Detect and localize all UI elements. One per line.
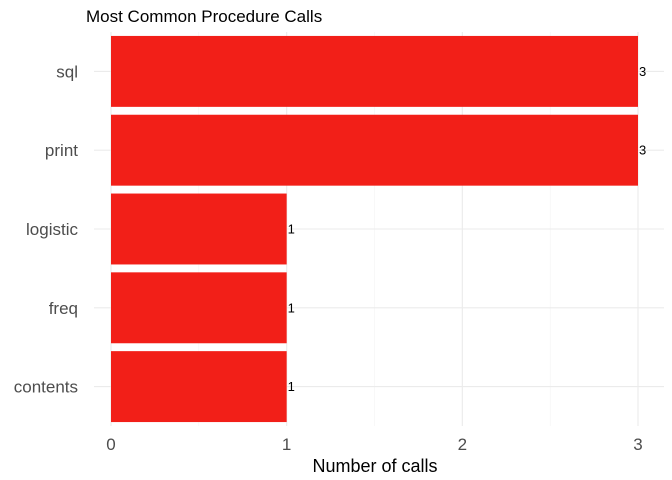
bars [111,35,638,423]
y-axis-tick-labels: sql print logistic freq contents [14,62,79,396]
bar-logistic [111,193,287,265]
bar-print [111,114,638,186]
x-axis-title: Number of calls [312,456,437,476]
y-tick-label-print: print [45,141,78,160]
bar-freq [111,272,287,344]
data-labels: 3 3 1 1 1 [288,64,647,394]
y-tick-label-freq: freq [49,299,78,318]
data-label-sql: 3 [639,64,646,79]
data-label-contents: 1 [288,379,295,394]
x-axis-tick-labels: 0 1 2 3 [106,435,642,454]
x-tick-label: 0 [106,435,115,454]
chart-title: Most Common Procedure Calls [86,7,322,26]
data-label-print: 3 [639,143,646,158]
y-tick-label-sql: sql [56,62,78,81]
y-tick-label-logistic: logistic [26,220,78,239]
y-tick-label-contents: contents [14,378,78,397]
data-label-freq: 1 [288,300,295,315]
bar-contents [111,351,287,423]
x-tick-label: 3 [633,435,642,454]
x-tick-label: 1 [282,435,291,454]
data-label-logistic: 1 [288,222,295,237]
x-tick-label: 2 [458,435,467,454]
bar-sql [111,35,638,107]
